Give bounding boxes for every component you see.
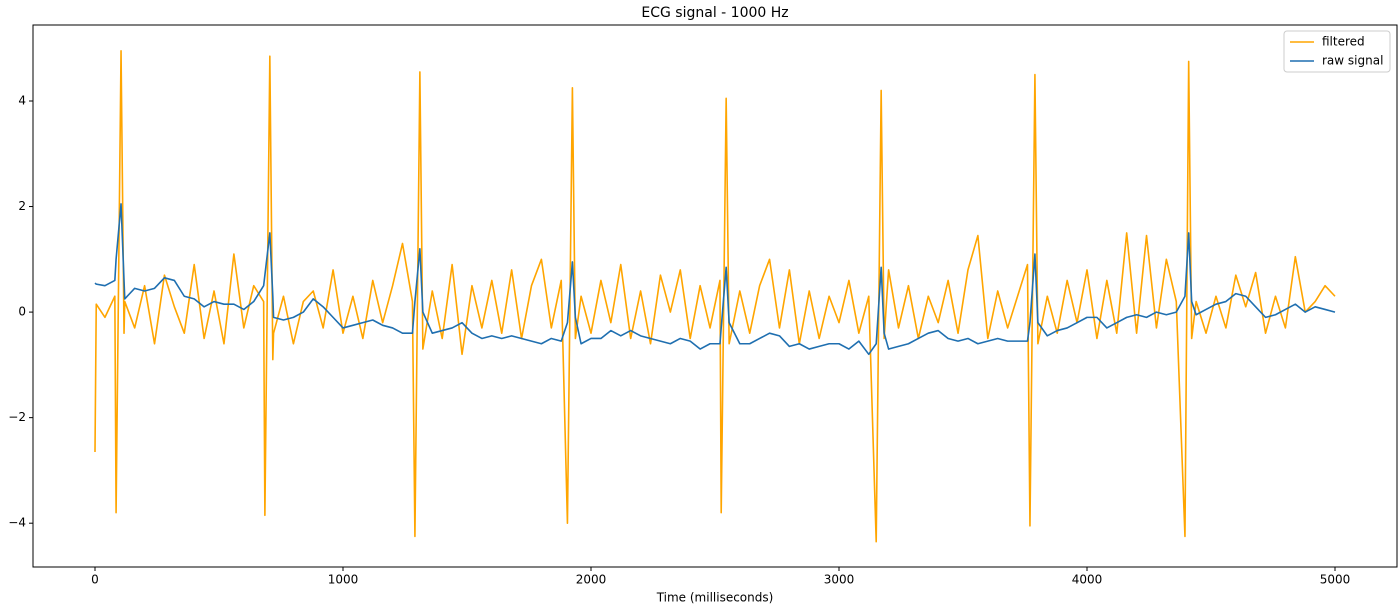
x-tick-label: 3000 <box>824 573 855 587</box>
x-axis-label: Time (milliseconds) <box>656 591 774 605</box>
y-tick-label: 2 <box>18 199 26 213</box>
x-tick-label: 0 <box>91 573 99 587</box>
x-tick-label: 4000 <box>1072 573 1103 587</box>
y-tick-label: 0 <box>18 305 26 319</box>
y-tick-label: 4 <box>18 93 26 107</box>
chart-title: ECG signal - 1000 Hz <box>641 5 788 21</box>
y-tick-label: −2 <box>8 410 26 424</box>
x-tick-label: 2000 <box>576 573 607 587</box>
series-line <box>94 203 1336 356</box>
legend-label: raw signal <box>1322 54 1383 68</box>
series-line <box>94 50 1336 543</box>
plot-frame <box>32 24 1398 568</box>
x-tick-label: 5000 <box>1320 573 1351 587</box>
y-tick-label: −4 <box>8 516 26 530</box>
legend-label: filtered <box>1322 35 1365 49</box>
x-tick-label: 1000 <box>328 573 359 587</box>
